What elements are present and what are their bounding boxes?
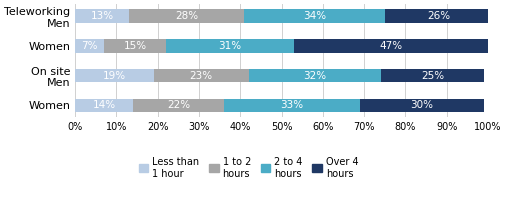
Bar bbox=[104, 39, 166, 52]
Bar bbox=[75, 99, 133, 112]
Bar bbox=[244, 9, 384, 23]
Text: 30%: 30% bbox=[410, 100, 433, 110]
Bar bbox=[166, 39, 293, 52]
Text: 31%: 31% bbox=[218, 41, 241, 51]
Text: 47%: 47% bbox=[379, 41, 402, 51]
Bar bbox=[75, 69, 154, 82]
Text: 32%: 32% bbox=[302, 71, 326, 81]
Text: 7%: 7% bbox=[81, 41, 97, 51]
Bar bbox=[293, 39, 487, 52]
Bar bbox=[75, 9, 129, 23]
Text: 23%: 23% bbox=[189, 71, 212, 81]
Bar bbox=[133, 99, 223, 112]
Bar bbox=[154, 69, 248, 82]
Text: 19%: 19% bbox=[103, 71, 126, 81]
Bar bbox=[380, 69, 483, 82]
Bar bbox=[129, 9, 244, 23]
Legend: Less than
1 hour, 1 to 2
hours, 2 to 4
hours, Over 4
hours: Less than 1 hour, 1 to 2 hours, 2 to 4 h… bbox=[134, 153, 362, 182]
Bar bbox=[75, 39, 104, 52]
Text: 26%: 26% bbox=[426, 11, 449, 21]
Bar bbox=[384, 9, 491, 23]
Text: 13%: 13% bbox=[90, 11, 113, 21]
Text: 14%: 14% bbox=[92, 100, 115, 110]
Text: 33%: 33% bbox=[280, 100, 303, 110]
Text: 28%: 28% bbox=[175, 11, 198, 21]
Bar bbox=[248, 69, 380, 82]
Text: 25%: 25% bbox=[420, 71, 443, 81]
Bar bbox=[223, 99, 360, 112]
Text: 34%: 34% bbox=[302, 11, 326, 21]
Text: 22%: 22% bbox=[167, 100, 189, 110]
Bar bbox=[360, 99, 483, 112]
Text: 15%: 15% bbox=[123, 41, 146, 51]
